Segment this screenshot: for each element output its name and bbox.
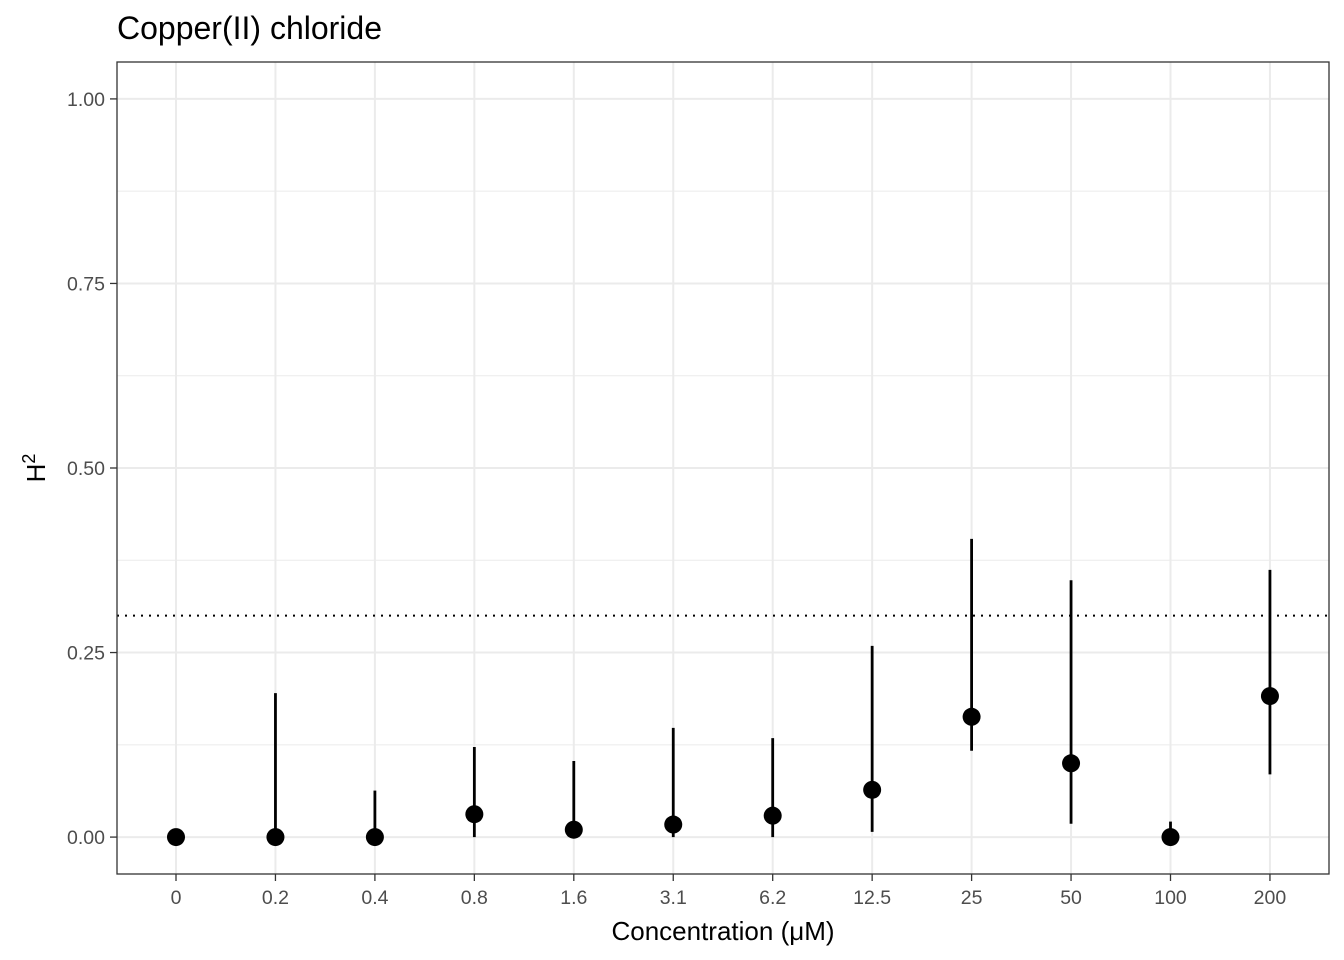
data-point [664, 815, 683, 834]
x-tick-label: 200 [1254, 887, 1287, 909]
x-tick-label: 3.1 [660, 887, 687, 909]
data-point [167, 828, 185, 847]
data-point [564, 820, 583, 839]
y-tick-label: 0.50 [67, 458, 105, 480]
y-axis: 0.00 0.25 0.50 0.75 1.00 [67, 89, 117, 849]
y-axis-title-base: H [21, 464, 51, 483]
x-axis: 0 0.2 0.4 0.8 1.6 3.1 6.2 12.5 25 50 100 200 [171, 874, 1287, 909]
x-tick-label: 50 [1060, 887, 1082, 909]
data-point [365, 828, 384, 847]
y-axis-title: H2 [19, 454, 51, 483]
y-axis-title-superscript: 2 [19, 454, 39, 464]
x-tick-label: 6.2 [759, 887, 786, 909]
x-tick-label: 12.5 [853, 887, 891, 909]
data-point [465, 805, 484, 824]
x-tick-label: 1.6 [560, 887, 587, 909]
data-point [266, 828, 285, 847]
minor-gridlines [117, 190, 1329, 746]
data-point [962, 707, 981, 726]
x-tick-label: 25 [961, 887, 983, 909]
data-point [1062, 754, 1081, 773]
y-tick-label: 0.00 [67, 827, 105, 849]
x-tick-label: 0 [171, 887, 182, 909]
y-tick-label: 0.25 [67, 643, 105, 665]
x-tick-label: 0.8 [461, 887, 488, 909]
data-points [167, 687, 1279, 847]
x-axis-title: Concentration (μM) [611, 916, 834, 946]
x-tick-label: 0.2 [262, 887, 289, 909]
x-tick-label: 0.4 [361, 887, 388, 909]
data-point [1161, 828, 1180, 847]
y-tick-label: 0.75 [67, 273, 105, 295]
data-point [1260, 687, 1279, 706]
data-point [763, 806, 782, 825]
data-point [863, 780, 882, 799]
y-tick-label: 1.00 [67, 89, 105, 111]
x-tick-label: 100 [1154, 887, 1187, 909]
chart-title: Copper(II) chloride [117, 10, 382, 46]
